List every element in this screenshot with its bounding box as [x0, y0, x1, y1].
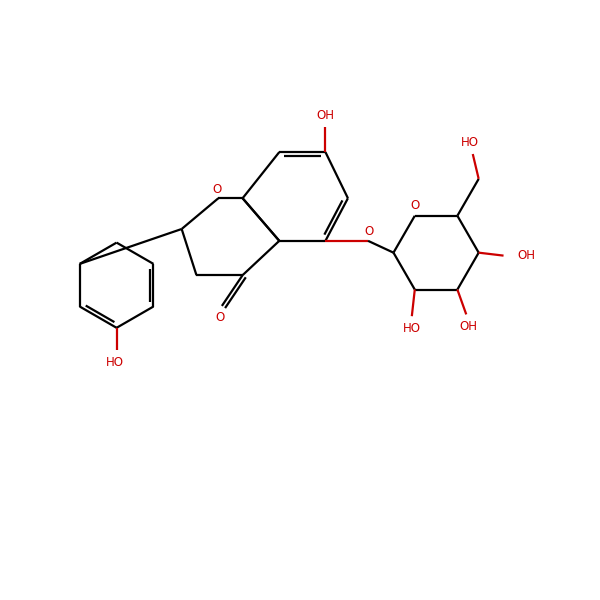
Text: OH: OH: [517, 249, 535, 262]
Text: HO: HO: [461, 136, 479, 149]
Text: O: O: [410, 199, 419, 212]
Text: HO: HO: [106, 356, 124, 368]
Text: O: O: [364, 226, 373, 238]
Text: O: O: [212, 183, 222, 196]
Text: OH: OH: [316, 109, 334, 122]
Text: OH: OH: [459, 320, 477, 333]
Text: O: O: [215, 311, 225, 324]
Text: HO: HO: [403, 322, 421, 335]
